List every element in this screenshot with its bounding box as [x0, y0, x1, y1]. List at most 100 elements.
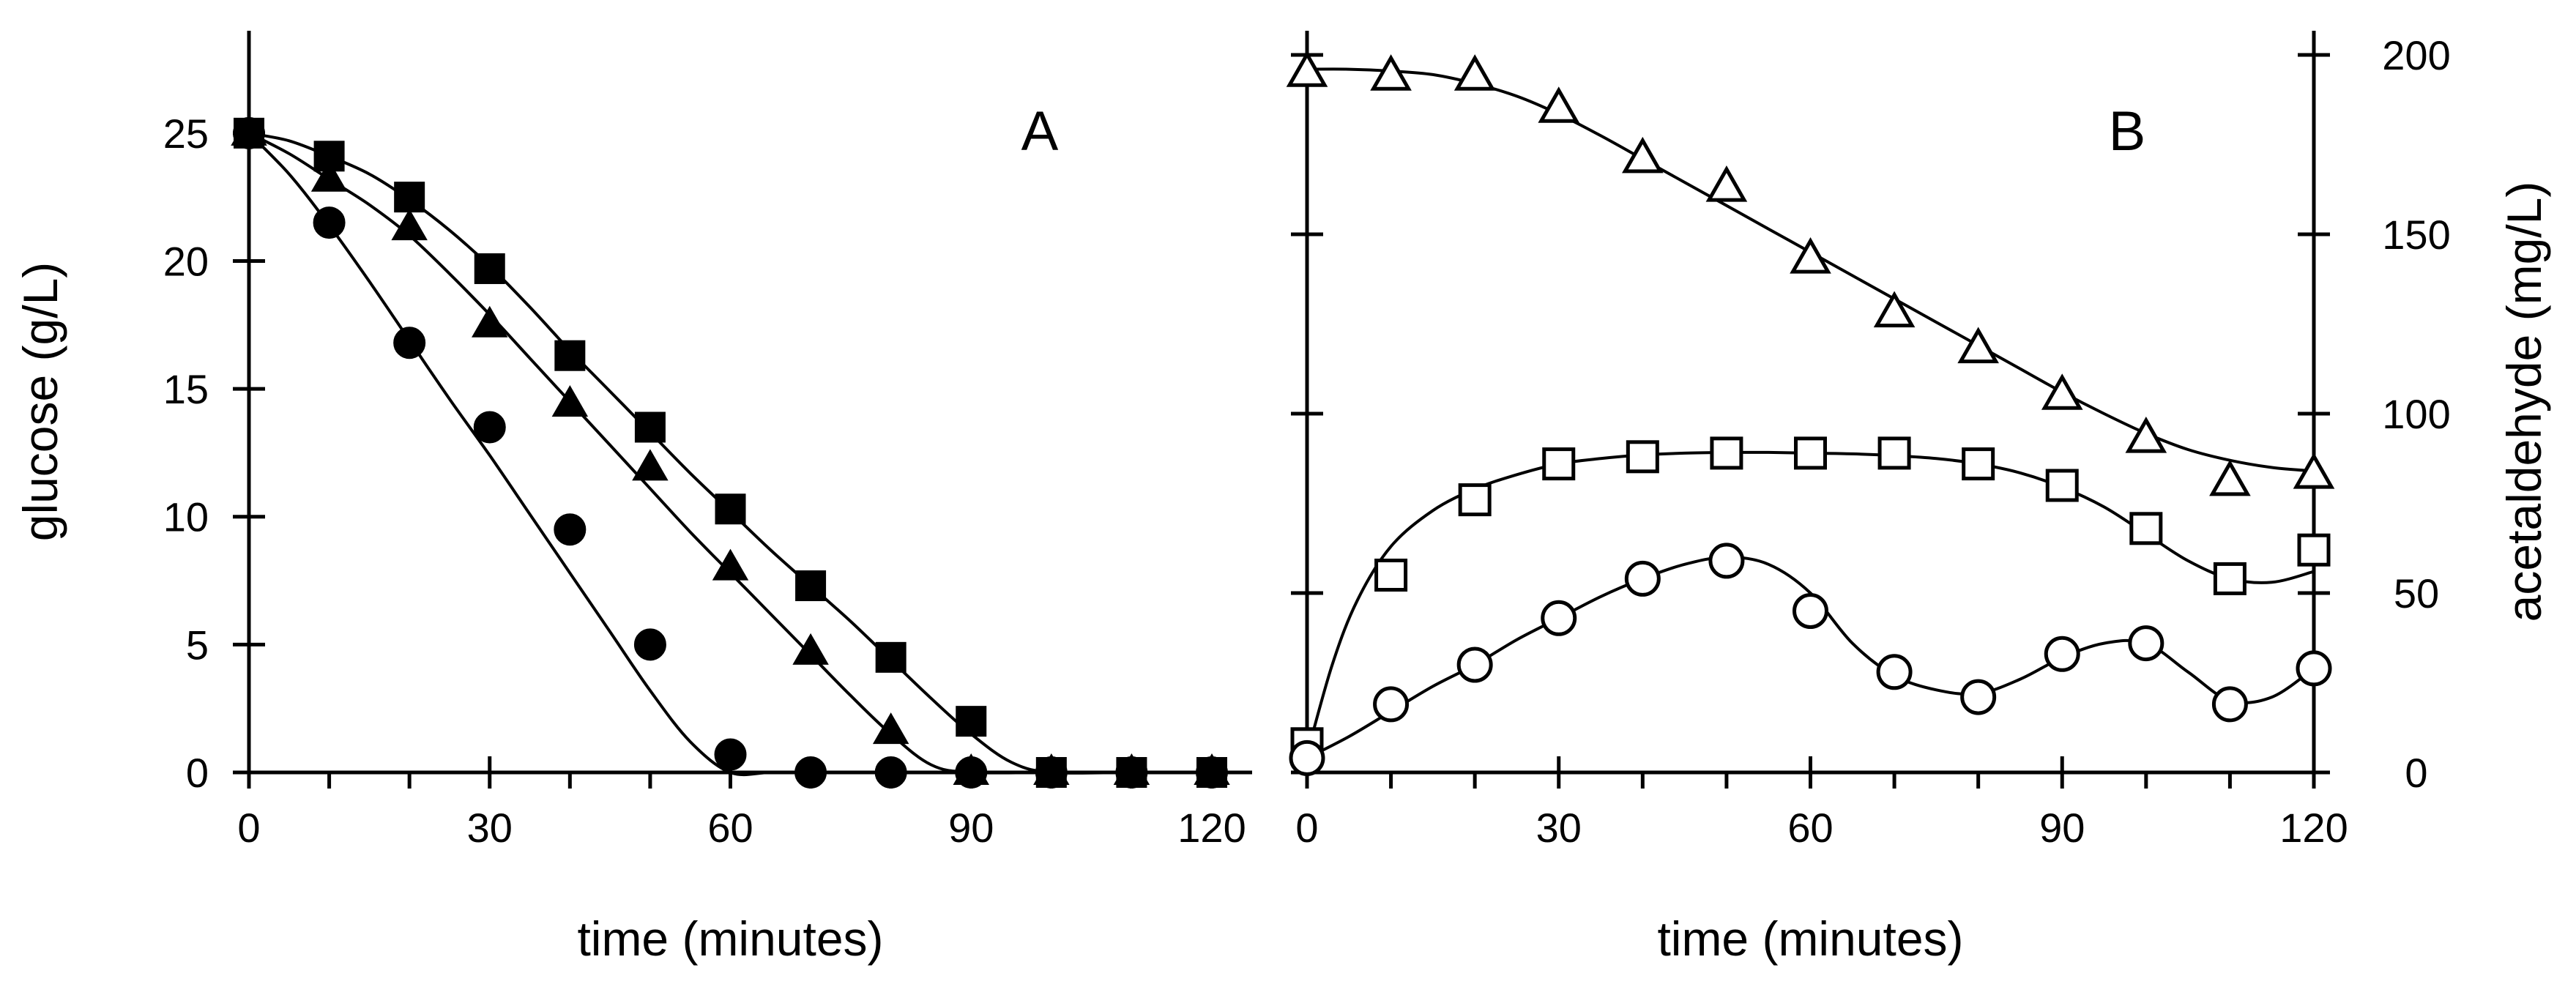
data-point [474, 253, 505, 284]
data-point [551, 385, 589, 417]
data-point [2041, 373, 2083, 410]
data-point [1286, 51, 1328, 87]
series-triangles [231, 113, 1230, 785]
data-point [2293, 452, 2335, 489]
data-point [1541, 600, 1577, 636]
data-point [874, 756, 907, 789]
data-point [393, 327, 426, 359]
data-point [794, 756, 827, 789]
panel-b-label: B [2109, 100, 2146, 163]
data-point [1794, 436, 1827, 470]
y-tick-label: 15 [163, 366, 209, 412]
data-point [792, 633, 829, 665]
x-tick-label: 90 [2039, 805, 2085, 851]
data-point [310, 160, 348, 192]
data-point [1115, 756, 1148, 789]
x-tick-label: 120 [2279, 805, 2348, 851]
data-point [1624, 560, 1661, 597]
data-point [2211, 686, 2248, 723]
data-point [1374, 559, 1408, 592]
x-tick-label: 60 [707, 805, 753, 851]
data-point [1196, 756, 1228, 789]
data-point [1626, 440, 1659, 474]
data-point [1790, 237, 1831, 274]
y-tick-label: 5 [186, 622, 209, 668]
x-tick-label: 0 [1295, 805, 1318, 851]
data-point [1622, 136, 1664, 174]
series-circles [233, 116, 1228, 789]
y-tick-label: 50 [2394, 570, 2439, 616]
fit-line [247, 132, 1212, 777]
data-point [2125, 417, 2167, 453]
data-point [391, 209, 428, 241]
data-point [1453, 54, 1496, 91]
data-point [473, 411, 506, 444]
x-axis-label: time (minutes) [1657, 912, 1963, 966]
panel-a-label: A [1021, 100, 1059, 163]
data-point [875, 641, 907, 673]
data-point [394, 182, 425, 213]
data-point [795, 570, 827, 602]
series-open-circles [1289, 543, 2332, 776]
y-tick-label: 200 [2382, 32, 2450, 78]
y-tick-label: 25 [163, 111, 209, 157]
data-point [1289, 739, 1325, 776]
y-tick-label: 20 [163, 238, 209, 284]
data-point [872, 712, 909, 745]
data-point [1370, 54, 1412, 91]
data-point [313, 206, 346, 239]
data-point [2128, 625, 2164, 662]
data-point [1876, 654, 1913, 690]
y-axis-label: glucose (g/L) [13, 262, 67, 542]
data-point [554, 340, 586, 371]
data-point [1705, 165, 1748, 202]
data-point [1962, 447, 1995, 481]
y-axis-label: acetaldehyde (mg/L) [2497, 182, 2551, 622]
data-point [472, 305, 508, 338]
data-point [632, 449, 669, 481]
data-point [2297, 533, 2331, 567]
panel-a-glucose-chart: 0 30 60 90 120 0 5 10 15 20 25 time (minutes) glucos… [13, 31, 1252, 966]
data-point [1877, 436, 1911, 470]
data-point [1456, 646, 1493, 683]
x-tick-label: 90 [948, 805, 994, 851]
data-point [1957, 327, 1999, 364]
data-point [634, 411, 666, 443]
data-point [1458, 483, 1492, 517]
data-point [715, 493, 746, 525]
data-point [2209, 459, 2251, 496]
data-point [1793, 593, 1828, 629]
data-point [1708, 543, 1745, 579]
fit-line [1306, 555, 2315, 760]
data-point [554, 513, 587, 546]
data-point [2044, 636, 2080, 672]
data-point [2045, 469, 2079, 502]
x-tick-label: 30 [1536, 805, 1582, 851]
data-point [956, 706, 987, 737]
data-point [1035, 756, 1068, 789]
data-point [2213, 562, 2246, 595]
series-squares [234, 117, 1227, 788]
data-point [1538, 86, 1580, 123]
x-axis-label: time (minutes) [577, 912, 883, 966]
data-point [1960, 679, 1997, 715]
data-point [955, 756, 988, 789]
x-tick-label: 120 [1177, 805, 1246, 851]
data-point [1873, 291, 1916, 328]
data-point [633, 628, 666, 661]
data-point [233, 116, 265, 149]
fit-line [248, 131, 1212, 775]
y-tick-label: 100 [2382, 391, 2450, 437]
data-point [712, 548, 749, 581]
x-tick-label: 30 [467, 805, 513, 851]
data-point [1373, 686, 1410, 723]
series-open-squares [1290, 436, 2331, 761]
y-tick-label: 0 [186, 750, 209, 796]
series-open-triangles [1286, 51, 2335, 496]
panel-b-acetaldehyde-chart: 0 30 60 90 120 0 50 100 150 200 time (minutes) acet… [1286, 31, 2551, 966]
y-tick-label: 0 [2405, 750, 2427, 796]
y-tick-label: 150 [2382, 212, 2450, 258]
x-tick-label: 60 [1787, 805, 1833, 851]
data-point [1542, 447, 1576, 481]
